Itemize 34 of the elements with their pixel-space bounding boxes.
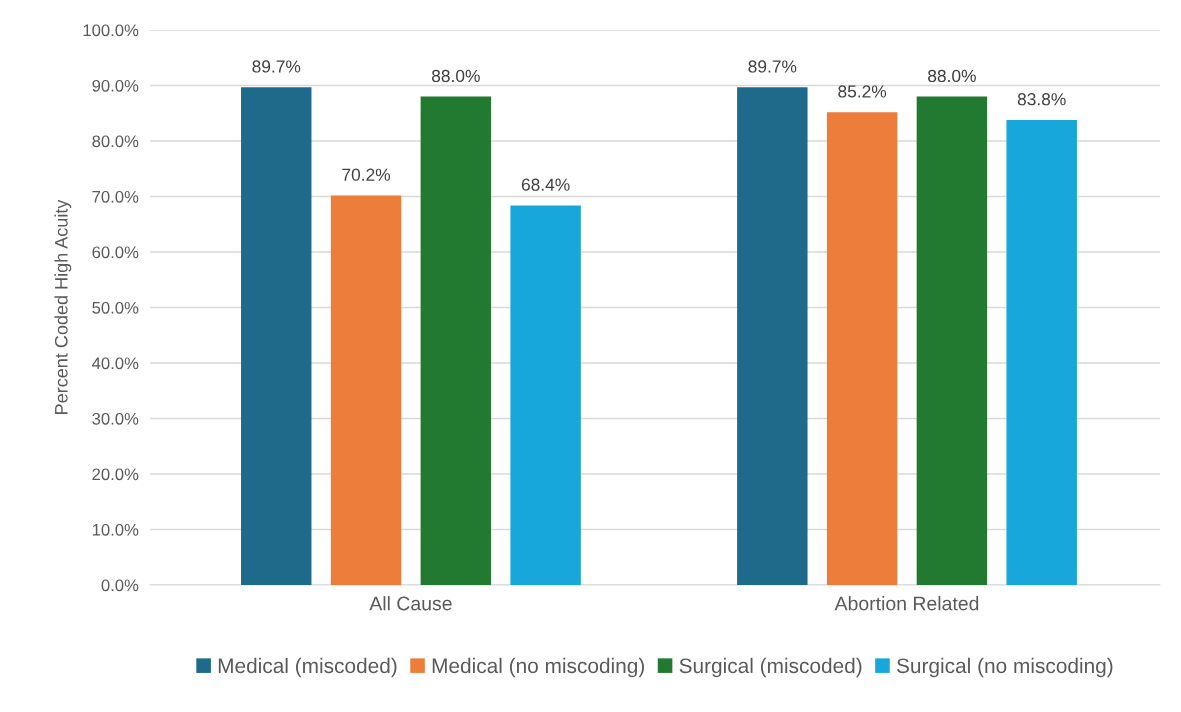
bar bbox=[1006, 119, 1077, 585]
legend-label: Medical (no miscoding) bbox=[432, 657, 644, 678]
data-label: 89.7% bbox=[748, 60, 797, 73]
bar bbox=[420, 96, 492, 585]
y-tick-label: 80.0% bbox=[92, 135, 139, 148]
y-tick-label: 0.0% bbox=[101, 579, 139, 592]
y-axis-title: Percent Coded High Acuity bbox=[54, 199, 72, 414]
y-tick-label: 40.0% bbox=[92, 357, 139, 370]
y-tick-label: 30.0% bbox=[92, 412, 139, 425]
bar bbox=[826, 112, 898, 585]
y-tick-label: 20.0% bbox=[92, 468, 139, 481]
data-label: 68.4% bbox=[521, 178, 570, 191]
x-tick-label: Abortion Related bbox=[834, 596, 979, 611]
legend-label: Surgical (miscoded) bbox=[679, 657, 862, 678]
legend-label: Medical (miscoded) bbox=[218, 657, 397, 678]
y-tick-label: 70.0% bbox=[92, 190, 139, 203]
bar bbox=[510, 205, 581, 585]
y-tick-label: 60.0% bbox=[92, 246, 139, 259]
data-label: 89.7% bbox=[252, 60, 301, 73]
y-tick-label: 50.0% bbox=[92, 301, 139, 314]
bar bbox=[330, 195, 402, 585]
data-label: 88.0% bbox=[928, 69, 976, 83]
y-tick-label: 90.0% bbox=[92, 79, 139, 92]
y-tick-label: 100.0% bbox=[83, 24, 139, 37]
data-label: 88.0% bbox=[431, 69, 480, 83]
bar bbox=[916, 96, 988, 585]
data-label: 83.8% bbox=[1017, 93, 1066, 106]
bar bbox=[241, 87, 312, 585]
bar bbox=[737, 87, 808, 585]
legend-label: Surgical (no miscoding) bbox=[896, 657, 1113, 678]
x-tick-label: All Cause bbox=[369, 596, 452, 611]
data-label: 70.2% bbox=[342, 168, 391, 181]
y-tick-label: 10.0% bbox=[92, 523, 139, 536]
data-label: 85.2% bbox=[838, 85, 887, 98]
